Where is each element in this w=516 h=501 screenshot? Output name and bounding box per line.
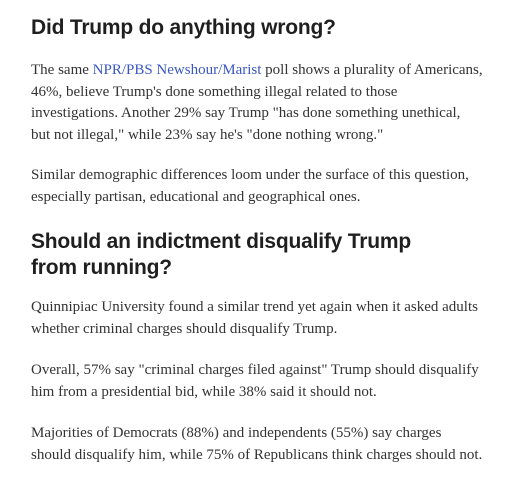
section-heading-trump-wrong: Did Trump do anything wrong? — [31, 16, 336, 39]
section-heading-indictment-disqualify: Should an indictment disqualify Trump fr… — [31, 230, 411, 279]
paragraph-demographic-differences: Similar demographic differences loom und… — [31, 167, 469, 205]
paragraph-quinnipiac: Quinnipiac University found a similar tr… — [31, 299, 478, 337]
paragraph-text: The same — [31, 62, 93, 78]
paragraph-text: poll shows a plurality of Americans, 46%… — [31, 62, 483, 143]
paragraph-party-breakdown: Majorities of Democrats (88%) and indepe… — [31, 425, 483, 463]
paragraph-poll-results: The same NPR/PBS Newshour/Marist poll sh… — [31, 60, 483, 146]
poll-source-link[interactable]: NPR/PBS Newshour/Marist — [92, 62, 262, 78]
paragraph-overall-percent: Overall, 57% say "criminal charges filed… — [31, 362, 479, 400]
